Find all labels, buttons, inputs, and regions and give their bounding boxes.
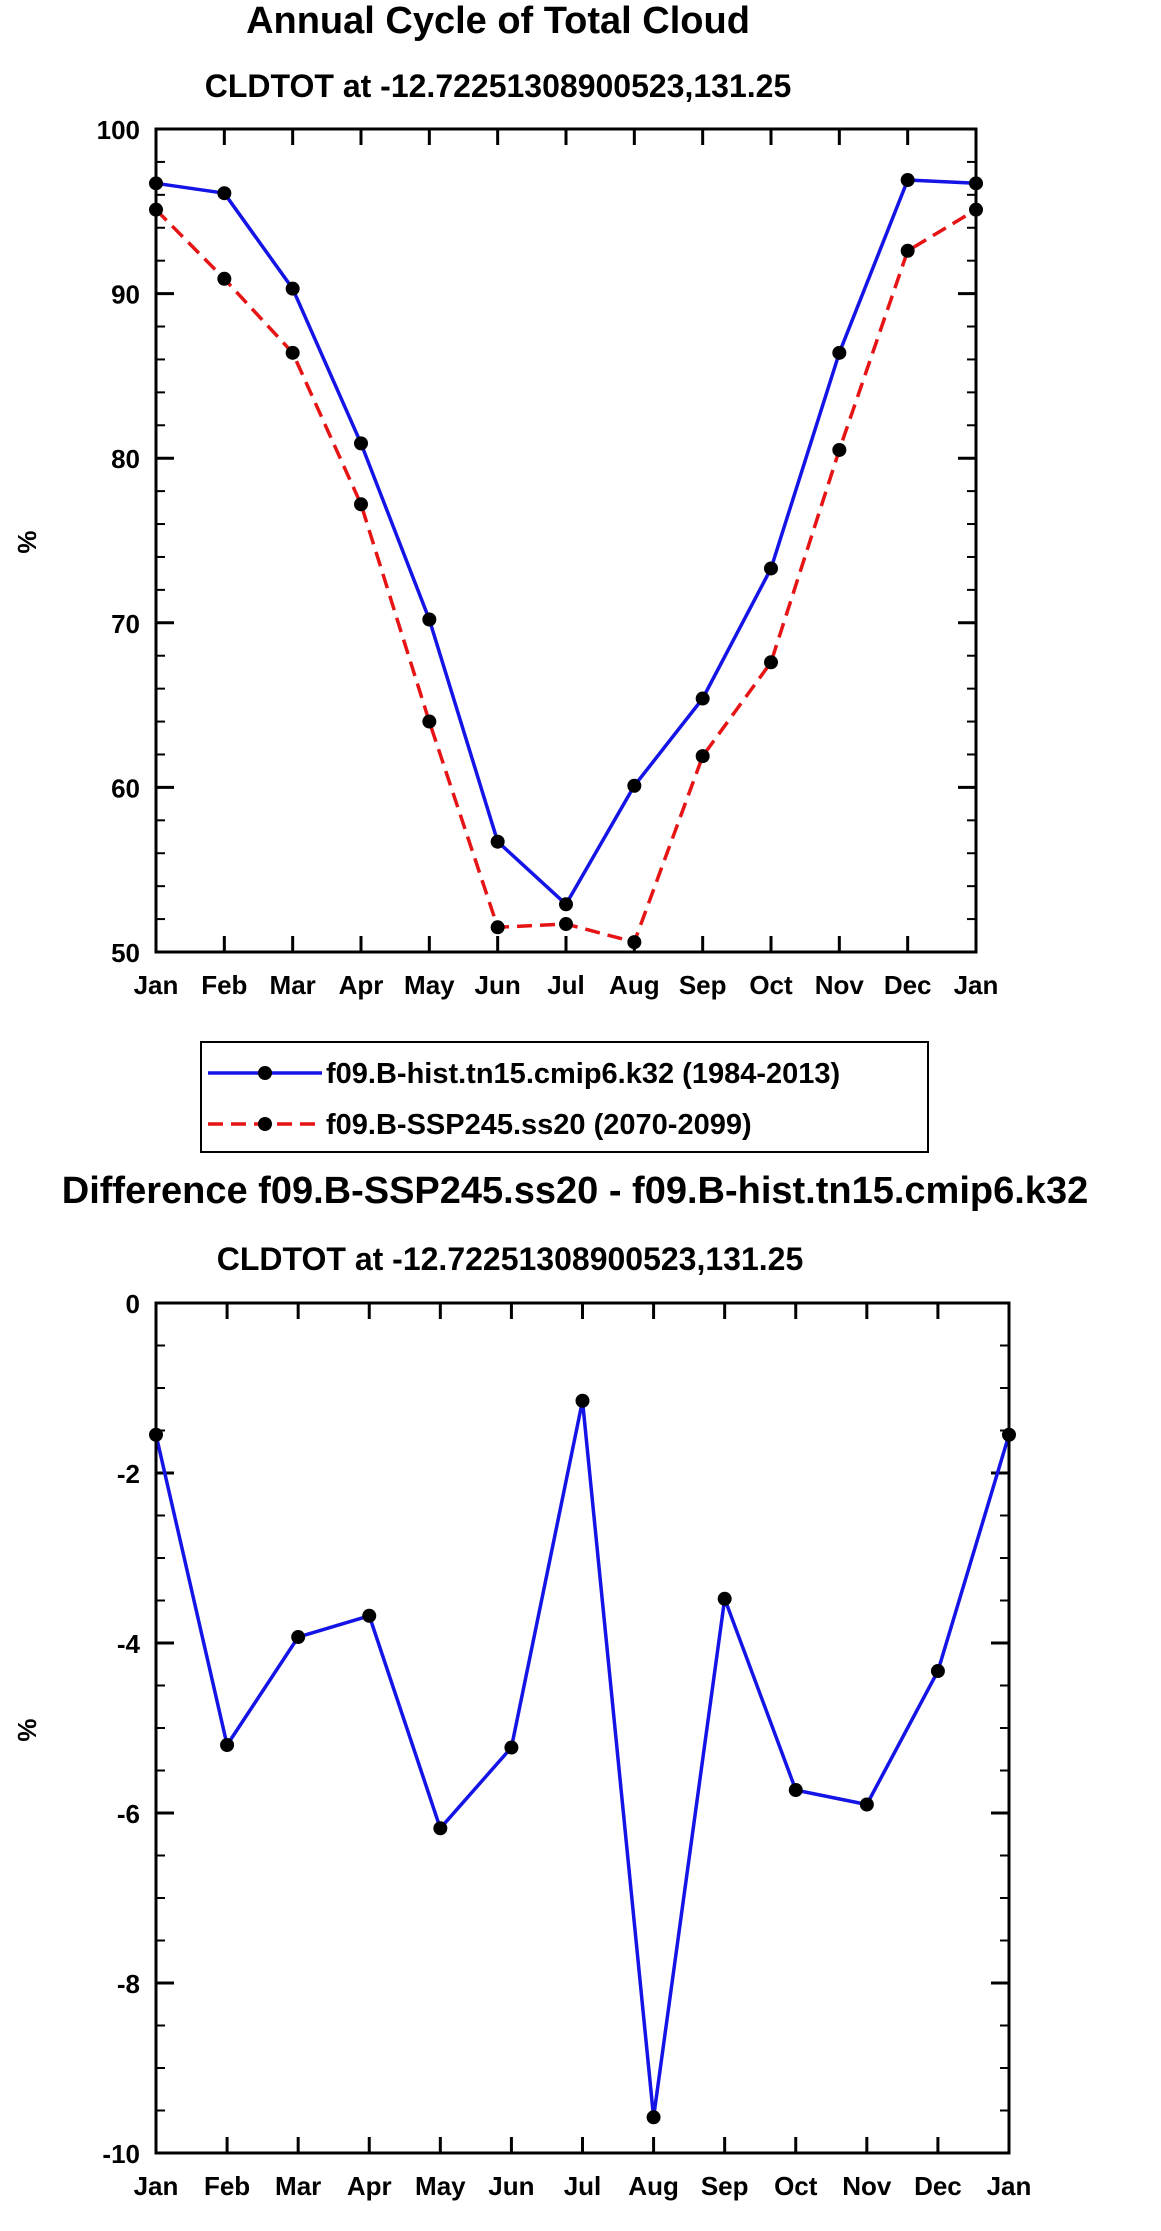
data-point xyxy=(900,243,915,258)
difference-chart: Difference f09.B-SSP245.ss20 - f09.B-his… xyxy=(12,1170,1088,2201)
data-point xyxy=(217,271,232,286)
legend-marker-hist xyxy=(258,1066,272,1080)
data-point xyxy=(559,897,573,912)
x-tick-label: Oct xyxy=(774,2171,818,2201)
legend-label-ssp: f09.B-SSP245.ss20 (2070-2099) xyxy=(326,1109,752,1141)
y-tick-label: 90 xyxy=(111,280,140,310)
data-point xyxy=(717,1591,732,1606)
y-axis-label: % xyxy=(12,1718,42,1741)
data-point xyxy=(285,345,300,360)
y-tick-label: -6 xyxy=(117,1799,140,1829)
x-tick-label: Dec xyxy=(914,2171,962,2201)
tick-labels: Jan Feb Mar Apr May Jun Jul Aug Sep Oct Nov Dec Jan5… xyxy=(97,115,999,1000)
legend-item-hist: f09.B-hist.tn15.cmip6.k32 (1984-2013) xyxy=(208,1058,840,1090)
data-point xyxy=(695,691,710,706)
data-point xyxy=(646,2110,661,2125)
x-tick-label: Jul xyxy=(564,2171,602,2201)
data-point xyxy=(859,1797,874,1812)
x-tick-label: Jun xyxy=(488,2171,534,2201)
x-tick-label: Jun xyxy=(475,970,521,1000)
series-line-0 xyxy=(154,1399,1011,2120)
x-tick-label: Oct xyxy=(749,970,793,1000)
data-point xyxy=(490,834,505,849)
y-tick-label: -10 xyxy=(102,2139,140,2169)
x-tick-label: Aug xyxy=(628,2171,679,2201)
x-tick-label: Feb xyxy=(201,970,247,1000)
axis-ticks xyxy=(154,1301,1011,2155)
axis-ticks xyxy=(154,127,978,954)
x-tick-label: May xyxy=(404,970,455,1000)
x-tick-label: Dec xyxy=(884,970,932,1000)
data-point xyxy=(354,436,368,451)
series-layer xyxy=(149,1393,1016,2125)
y-axis-label: % xyxy=(12,530,42,553)
chart-subtitle: CLDTOT at -12.72251308900523,131.25 xyxy=(217,1241,803,1277)
data-point xyxy=(285,281,300,296)
x-tick-label: Sep xyxy=(679,970,727,1000)
data-point xyxy=(220,1738,235,1752)
y-tick-label: 0 xyxy=(126,1289,140,1319)
data-point xyxy=(788,1783,803,1798)
y-tick-label: 80 xyxy=(111,444,140,474)
legend-box xyxy=(200,1041,929,1153)
x-tick-label: Jul xyxy=(547,970,585,1000)
x-tick-label: Mar xyxy=(270,970,316,1000)
data-point xyxy=(695,749,710,764)
data-point xyxy=(422,612,437,627)
chart-title: Annual Cycle of Total Cloud xyxy=(246,0,750,42)
data-point xyxy=(900,173,915,188)
data-point xyxy=(930,1664,945,1679)
annual-cycle-chart: Annual Cycle of Total Cloud CLDTOT at -1… xyxy=(12,0,998,1000)
data-point xyxy=(422,714,437,729)
data-point xyxy=(354,497,368,512)
x-tick-label: Aug xyxy=(609,970,660,1000)
data-point xyxy=(575,1393,590,1408)
chart-title: Difference f09.B-SSP245.ss20 - f09.B-his… xyxy=(62,1170,1088,1212)
series-layer xyxy=(149,173,983,950)
plot-frame xyxy=(154,1301,1011,2155)
legend: f09.B-hist.tn15.cmip6.k32 (1984-2013) f0… xyxy=(200,1041,929,1153)
legend-item-ssp: f09.B-SSP245.ss20 (2070-2099) xyxy=(208,1109,752,1141)
x-tick-label: Apr xyxy=(347,2171,392,2201)
y-tick-label: 50 xyxy=(111,938,140,968)
x-tick-label: Jan xyxy=(987,2171,1032,2201)
y-tick-label: 60 xyxy=(111,773,140,803)
x-tick-label: Jan xyxy=(134,2171,179,2201)
data-point xyxy=(559,917,573,932)
data-point xyxy=(291,1630,306,1645)
data-point xyxy=(433,1821,448,1836)
x-tick-label: Jan xyxy=(134,970,179,1000)
plot-frame xyxy=(154,127,978,954)
x-tick-label: Apr xyxy=(339,970,384,1000)
data-point xyxy=(764,561,778,576)
data-point xyxy=(627,935,642,950)
data-point xyxy=(217,186,232,201)
y-tick-label: 70 xyxy=(111,609,140,639)
y-tick-label: 100 xyxy=(97,115,140,145)
x-tick-label: Feb xyxy=(204,2171,250,2201)
y-tick-label: -2 xyxy=(117,1459,140,1489)
x-tick-label: May xyxy=(415,2171,466,2201)
y-tick-label: -8 xyxy=(117,1969,140,1999)
data-point xyxy=(504,1740,519,1755)
x-tick-label: Sep xyxy=(701,2171,749,2201)
legend-marker-ssp xyxy=(258,1117,272,1131)
x-tick-label: Nov xyxy=(815,970,865,1000)
data-point xyxy=(832,345,847,360)
data-point xyxy=(362,1608,377,1623)
data-point xyxy=(627,778,642,793)
x-tick-label: Jan xyxy=(954,970,999,1000)
x-tick-label: Nov xyxy=(842,2171,892,2201)
x-tick-label: Mar xyxy=(275,2171,321,2201)
data-point xyxy=(832,442,847,457)
data-point xyxy=(764,655,778,670)
chart-subtitle: CLDTOT at -12.72251308900523,131.25 xyxy=(205,68,791,104)
tick-labels: Jan Feb Mar Apr May Jun Jul Aug Sep Oct Nov Dec Jan-… xyxy=(102,1289,1031,2201)
y-tick-label: -4 xyxy=(117,1629,141,1659)
series-line-0 xyxy=(155,178,977,907)
data-point xyxy=(490,920,505,935)
legend-label-hist: f09.B-hist.tn15.cmip6.k32 (1984-2013) xyxy=(326,1058,840,1090)
